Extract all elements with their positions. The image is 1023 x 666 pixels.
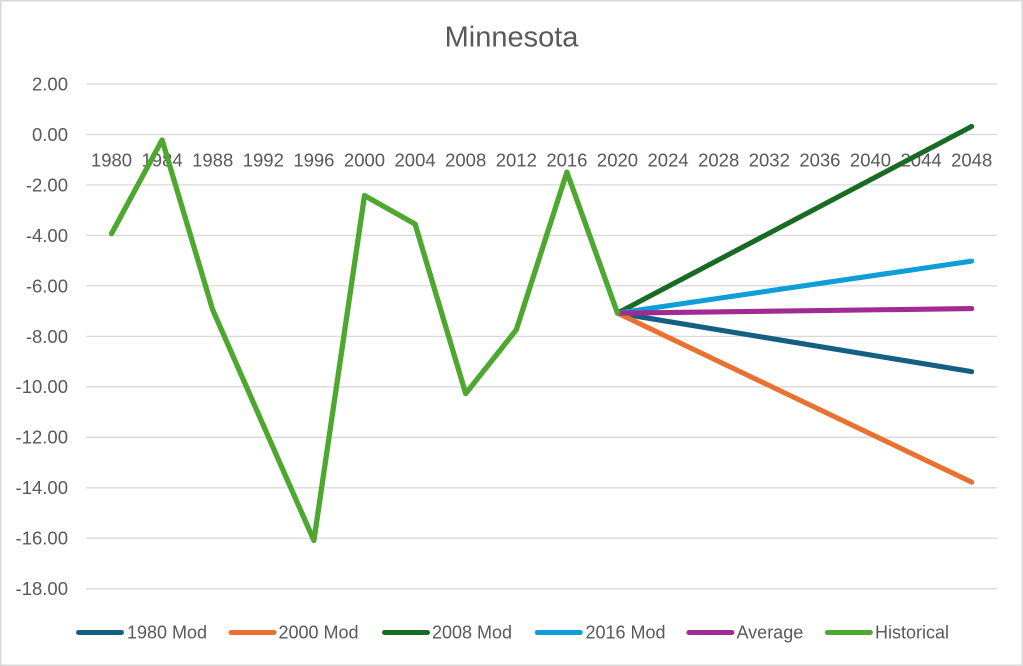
svg-text:2028: 2028 bbox=[698, 149, 739, 170]
svg-text:1996: 1996 bbox=[293, 149, 334, 170]
svg-text:2016 Mod: 2016 Mod bbox=[586, 622, 666, 642]
svg-text:1980: 1980 bbox=[91, 149, 132, 170]
svg-text:-16.00: -16.00 bbox=[16, 528, 68, 549]
svg-text:-18.00: -18.00 bbox=[16, 578, 68, 599]
svg-text:2004: 2004 bbox=[395, 149, 436, 170]
svg-text:-14.00: -14.00 bbox=[16, 477, 68, 498]
svg-text:Historical: Historical bbox=[875, 622, 949, 642]
svg-text:2032: 2032 bbox=[749, 149, 790, 170]
svg-text:1988: 1988 bbox=[192, 149, 233, 170]
svg-text:2048: 2048 bbox=[951, 149, 992, 170]
svg-text:2.00: 2.00 bbox=[32, 73, 68, 94]
svg-text:2000 Mod: 2000 Mod bbox=[279, 622, 359, 642]
svg-text:1980 Mod: 1980 Mod bbox=[127, 622, 207, 642]
svg-text:-12.00: -12.00 bbox=[16, 427, 68, 448]
svg-text:Minnesota: Minnesota bbox=[445, 22, 580, 54]
svg-text:2000: 2000 bbox=[344, 149, 385, 170]
svg-text:2040: 2040 bbox=[850, 149, 891, 170]
svg-text:-8.00: -8.00 bbox=[26, 326, 68, 347]
svg-text:2024: 2024 bbox=[648, 149, 689, 170]
svg-text:2016: 2016 bbox=[546, 149, 587, 170]
svg-text:2012: 2012 bbox=[496, 149, 537, 170]
svg-text:2008: 2008 bbox=[445, 149, 486, 170]
svg-text:1992: 1992 bbox=[243, 149, 284, 170]
svg-text:2044: 2044 bbox=[901, 149, 942, 170]
svg-text:2008 Mod: 2008 Mod bbox=[432, 622, 512, 642]
svg-text:Average: Average bbox=[737, 622, 804, 642]
svg-text:0.00: 0.00 bbox=[32, 124, 68, 145]
svg-text:-10.00: -10.00 bbox=[16, 376, 68, 397]
svg-text:2036: 2036 bbox=[799, 149, 840, 170]
svg-text:-4.00: -4.00 bbox=[26, 225, 68, 246]
svg-text:2020: 2020 bbox=[597, 149, 638, 170]
svg-text:-6.00: -6.00 bbox=[26, 275, 68, 296]
svg-text:-2.00: -2.00 bbox=[26, 174, 68, 195]
